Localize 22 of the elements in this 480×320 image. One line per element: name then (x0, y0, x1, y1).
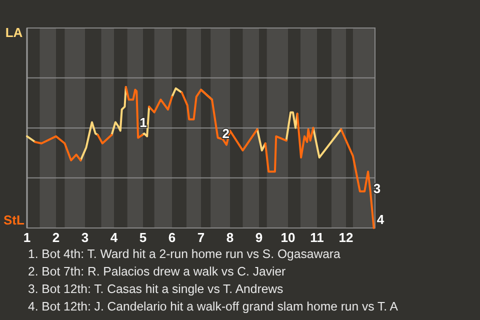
text: 2. Bot 7th: R. Palacios drew a walk vs C. Javier (28, 264, 286, 278)
annotation: 1 (140, 114, 147, 130)
x-tick-label: 9 (255, 230, 263, 245)
x-tick-label: 11 (310, 230, 324, 245)
text: 1. Bot 4th: T. Ward hit a 2-run home run vs S. Ogasawara (28, 247, 341, 261)
annotation: 4 (376, 212, 385, 228)
text: StL (4, 212, 25, 228)
x-tick-label: 10 (280, 230, 296, 245)
x-tick-label: 4 (110, 230, 118, 245)
x-tick-label: 2 (52, 230, 60, 245)
x-tick-label: 5 (139, 230, 147, 245)
x-tick-label: 1 (23, 230, 31, 245)
text: 4. Bot 12th: J. Candelario hit a walk-off grand slam home run vs T. A (28, 300, 399, 314)
x-tick-label: 8 (226, 230, 234, 245)
annotation: 2 (222, 126, 230, 142)
annotation: 3 (373, 181, 381, 196)
text: 3. Bot 12th: T. Casas hit a single vs T. Andrews (28, 282, 284, 296)
x-tick-label: 7 (197, 230, 205, 245)
x-tick-label: 3 (81, 230, 89, 245)
x-tick-label: 12 (338, 230, 354, 245)
x-tick-label: 6 (168, 230, 176, 245)
text: LA (5, 25, 24, 40)
